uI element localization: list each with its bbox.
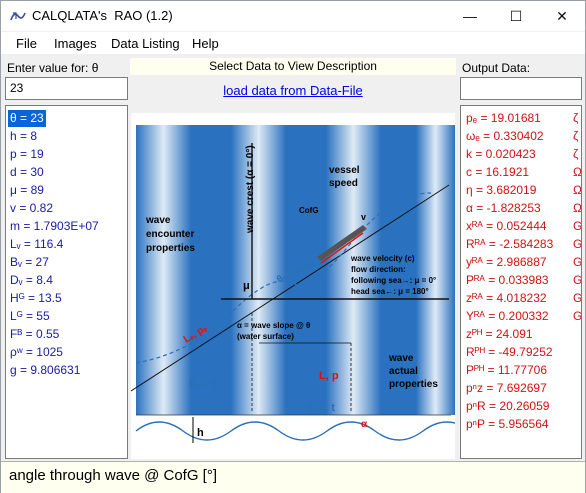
output-item-pra[interactable]: Pᴿᴬ = 0.033983 [466,273,549,287]
output-overflow: Ω [573,201,582,215]
output-item-pnz[interactable]: pⁿz = 7.692697 [466,381,547,395]
status-description: angle through wave @ CofG [°] [9,467,218,484]
minimize-button[interactable]: — [447,1,493,31]
input-item-p[interactable]: p = 19 [10,147,44,161]
wave-actual-2: actual [389,366,418,377]
output-item-pnr[interactable]: pⁿR = 20.26059 [466,399,550,413]
output-item-pe[interactable]: pₑ = 19.01681 [466,111,541,125]
close-icon: ✕ [556,7,568,24]
input-item-lg[interactable]: Lᴳ = 55 [10,309,50,323]
menu-data-listing[interactable]: Data Listing [111,36,180,51]
wave-velocity-label: wave velocity (c) [350,254,415,263]
wave-encounter-2: encounter [146,229,194,240]
output-overflow: Ω [573,183,582,197]
output-list-clip: pₑ = 19.01681 ωₑ = 0.330402 k = 0.020423… [461,106,581,458]
value-input[interactable]: 23 [5,77,128,100]
output-item-zph[interactable]: zᴾᴴ = 24.091 [466,327,533,341]
output-overflow: G [573,273,582,287]
maximize-icon: ☐ [509,7,523,24]
load-data-link[interactable]: load data from Data-File [223,83,363,98]
menu-images[interactable]: Images [54,36,97,51]
output-item-eta[interactable]: η = 3.682019 [466,183,537,197]
flow-direction-label: flow direction: [351,265,406,274]
input-item-m[interactable]: m = 1.7903E+07 [10,219,99,233]
input-item-rho[interactable]: ρʷ = 1025 [10,345,63,359]
close-button[interactable]: ✕ [539,1,585,31]
output-item-yra[interactable]: yᴿᴬ = 2.986887 [466,255,547,269]
h-label: h [197,427,204,439]
output-overflow: ζ [573,111,579,125]
menu-file[interactable]: File [16,36,37,51]
output-overflow: Ω [573,165,582,179]
v-label: v [361,212,366,222]
wave-actual-1: wave [388,353,414,364]
output-overflow: G [573,219,582,233]
wave-crest-label: wave crest (α = 0°) [245,145,256,234]
theta-e-eq-label: θₑ = θ [189,378,218,390]
vessel-speed-label-2: speed [329,178,358,189]
output-overflow: G [573,291,582,305]
output-item-zra[interactable]: zᴿᴬ = 4.018232 [466,291,547,305]
output-item-pnp[interactable]: pⁿP = 5.956564 [466,417,549,431]
alpha-slope-label: α = wave slope @ θ [237,321,310,330]
wave-encounter-1: wave [145,215,171,226]
output-overflow: ζ [573,129,579,143]
input-list[interactable]: θ = 23 h = 8 p = 19 d = 30 μ = 89 v = 0.… [5,105,128,459]
wave-encounter-3: properties [146,243,195,254]
alpha-label: α [361,419,368,430]
head-sea-label: head sea←: μ = 180° [351,287,429,296]
title-bar[interactable]: CALQLATA's RAO (1.2) — ☐ ✕ [1,1,585,31]
wave-actual-3: properties [389,379,438,390]
output-item-rph[interactable]: Rᴾᴴ = -49.79252 [466,345,553,359]
output-item-omega-e[interactable]: ωₑ = 0.330402 [466,129,544,143]
cofg-label: CofG [299,206,319,215]
maximize-button[interactable]: ☐ [493,1,539,31]
output-item-k[interactable]: k = 0.020423 [466,147,536,161]
mu-label: μ [243,280,250,292]
output-item-c[interactable]: c = 16.1921 [466,165,530,179]
output-overflow: ζ [573,147,579,161]
input-item-fb[interactable]: Fᴮ = 0.55 [10,327,60,341]
input-item-hg[interactable]: Hᴳ = 13.5 [10,291,62,305]
input-item-lv[interactable]: Lᵥ = 116.4 [10,237,64,251]
input-item-g[interactable]: g = 9.806631 [10,363,81,377]
center-header: Select Data to View Description [130,58,456,75]
input-item-theta[interactable]: θ = 23 [8,110,46,127]
minimize-icon: — [463,8,477,24]
menu-bar: File Images Data Listing Help [1,32,585,54]
input-label: Enter value for: θ [7,61,99,75]
output-item-pph[interactable]: Pᴾᴴ = 11.77706 [466,363,548,377]
output-label: Output Data: [462,61,531,75]
vessel-speed-label-1: vessel [329,165,360,176]
input-item-bv[interactable]: Bᵥ = 27 [10,255,49,269]
status-bar: angle through wave @ CofG [°] [1,461,585,493]
input-item-h[interactable]: h = 8 [10,129,38,143]
water-surface-label: (water surface) [237,332,294,341]
output-item-alpha[interactable]: α = -1.828253 [466,201,541,215]
input-item-dv[interactable]: Dᵥ = 8.4 [10,273,53,287]
menu-help[interactable]: Help [192,36,219,51]
output-list[interactable]: pₑ = 19.01681 ωₑ = 0.330402 k = 0.020423… [460,105,582,459]
output-overflow: G [573,255,582,269]
l-p-label: L, p [319,370,339,382]
input-item-v[interactable]: v = 0.82 [10,201,54,215]
input-item-mu[interactable]: μ = 89 [10,183,44,197]
output-overflow: G [573,237,582,251]
output-value-field[interactable] [460,77,582,100]
theta-x-t-label: θ, x, t [307,402,335,414]
rao-diagram: h wave crest (α = 0°) vessel speed CofG … [131,113,455,459]
following-sea-label: following sea→: μ = 0° [351,276,436,285]
input-item-d[interactable]: d = 30 [10,165,44,179]
app-logo-icon [10,12,26,21]
window-title: CALQLATA's RAO (1.2) [32,8,173,23]
output-item-rra[interactable]: Rᴿᴬ = -2.584283 [466,237,554,251]
output-item-yra2[interactable]: Yᴿᴬ = 0.200332 [466,309,549,323]
output-item-xra[interactable]: xᴿᴬ = 0.052444 [466,219,547,233]
output-overflow: G [573,309,582,323]
